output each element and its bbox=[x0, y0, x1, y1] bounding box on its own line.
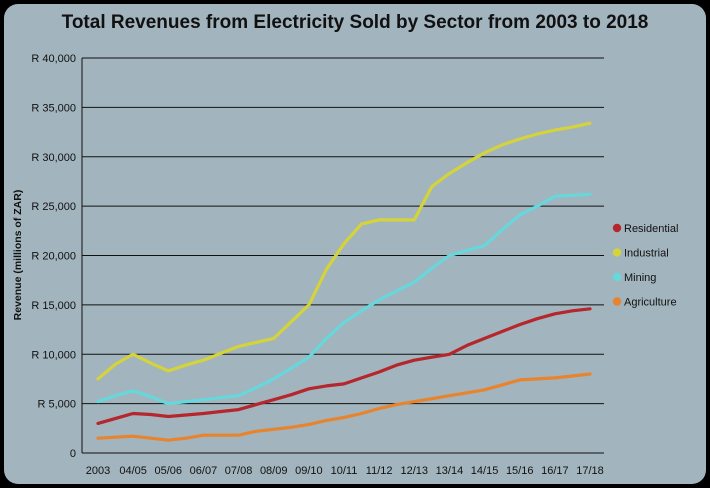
x-axis: 2003 04/05 05/06 06/07 07/08 08/09 09/10 10/11 1… bbox=[86, 465, 604, 477]
x-tick-label: 10/11 bbox=[331, 465, 358, 477]
y-axis: 0 R 5,000 R 10,000 R 15,000 R 20,000 R 25,000… bbox=[31, 53, 76, 460]
chart-title: Total Revenues from Electricity Sold by … bbox=[61, 12, 649, 33]
y-tick-label: R 15,000 bbox=[31, 300, 76, 312]
series-line-agriculture bbox=[96, 372, 592, 442]
legend-marker-mining bbox=[612, 272, 622, 282]
x-tick-label: 06/07 bbox=[190, 465, 218, 477]
legend-marker-industrial bbox=[612, 248, 622, 257]
x-tick-label: 16/17 bbox=[541, 465, 569, 477]
series-line-industrial bbox=[96, 121, 592, 381]
x-tick-label: 14/15 bbox=[471, 465, 499, 477]
x-tick-label: 13/14 bbox=[436, 465, 464, 477]
series-lines bbox=[96, 121, 592, 442]
x-tick-label: 08/09 bbox=[260, 465, 288, 477]
x-tick-label: 07/08 bbox=[225, 465, 253, 477]
x-tick-label: 11/12 bbox=[366, 465, 393, 477]
legend: Residential Industrial Mining Agriculture bbox=[612, 223, 678, 309]
x-tick-label: 15/16 bbox=[506, 465, 534, 477]
y-tick-label: R 20,000 bbox=[31, 251, 76, 263]
legend-marker-residential bbox=[612, 223, 622, 233]
y-tick-label: R 40,000 bbox=[31, 53, 76, 65]
series-line-mining bbox=[96, 192, 592, 406]
legend-label-agriculture: Agriculture bbox=[624, 297, 677, 309]
grid-lines bbox=[81, 57, 604, 454]
legend-label-industrial: Industrial bbox=[624, 248, 669, 260]
y-tick-label: R 35,000 bbox=[31, 102, 76, 114]
series-line-residential bbox=[96, 307, 592, 425]
y-axis-label: Revenue (millions of ZAR) bbox=[12, 190, 24, 321]
y-tick-label: 0 bbox=[70, 448, 76, 460]
x-tick-label: 2003 bbox=[86, 465, 110, 477]
y-tick-label: R 5,000 bbox=[37, 399, 76, 411]
x-tick-label: 12/13 bbox=[401, 465, 429, 477]
legend-label-residential: Residential bbox=[624, 223, 678, 235]
x-tick-label: 04/05 bbox=[119, 465, 147, 477]
x-tick-label: 09/10 bbox=[295, 465, 323, 477]
x-tick-label: 05/06 bbox=[155, 465, 183, 477]
legend-label-mining: Mining bbox=[624, 272, 656, 284]
x-tick-label: 17/18 bbox=[576, 465, 604, 477]
legend-marker-agriculture bbox=[612, 297, 622, 306]
y-tick-label: R 30,000 bbox=[31, 152, 76, 164]
y-tick-label: R 10,000 bbox=[31, 349, 76, 361]
y-tick-label: R 25,000 bbox=[31, 201, 76, 213]
